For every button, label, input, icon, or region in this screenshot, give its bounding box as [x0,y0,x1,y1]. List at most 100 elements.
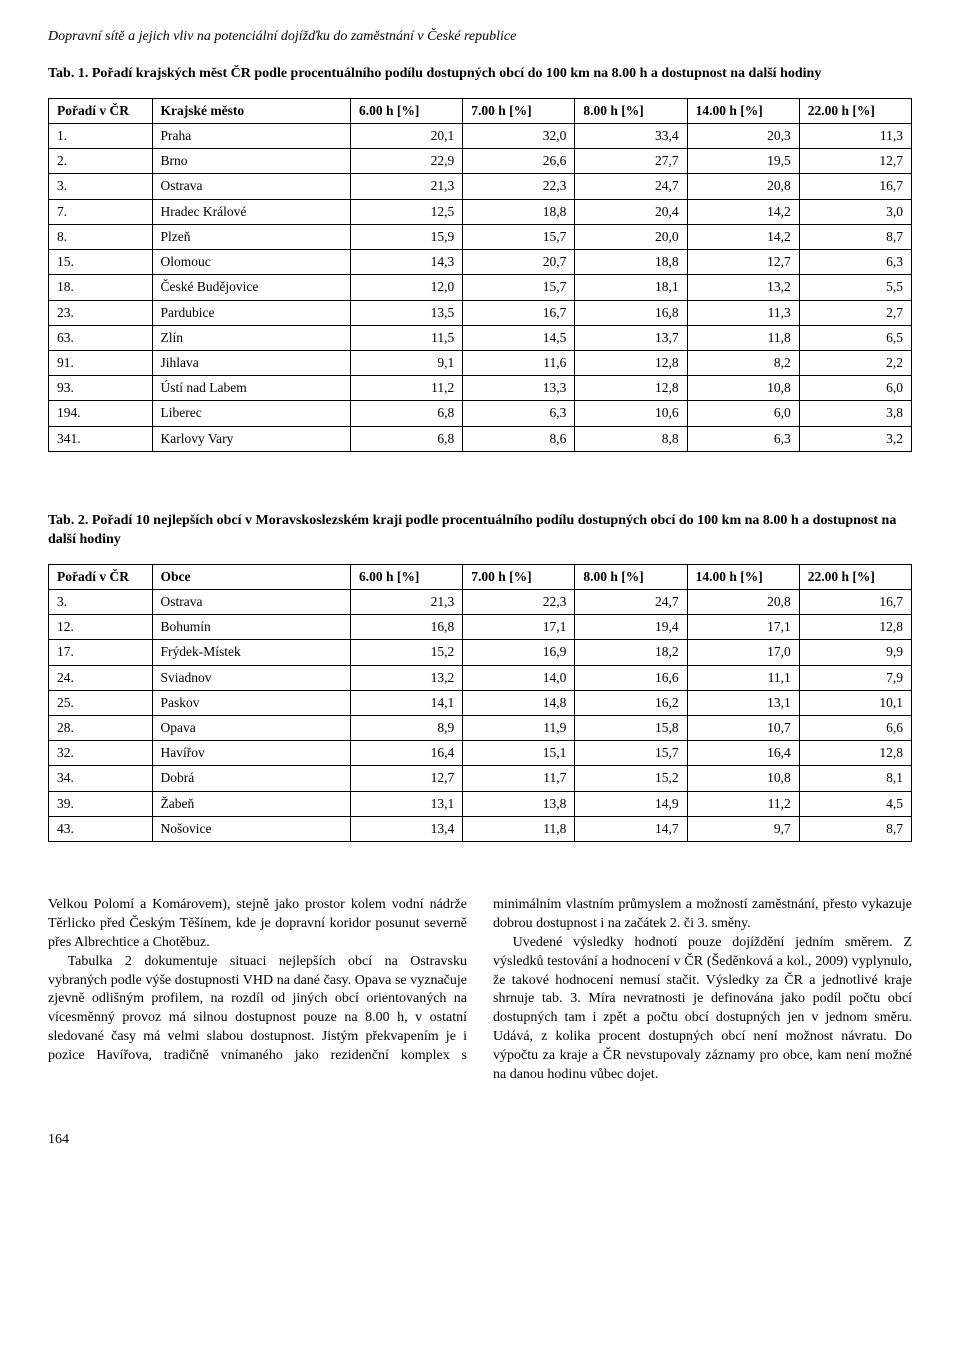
table-row: 194.Liberec6,86,310,66,03,8 [49,401,912,426]
table-cell: Olomouc [152,250,350,275]
table-cell: Bohumín [152,615,350,640]
table-cell: 2. [49,149,153,174]
table-cell: 15,7 [575,741,687,766]
table-cell: 12. [49,615,153,640]
table-cell: 63. [49,325,153,350]
table-cell: Pardubice [152,300,350,325]
table-cell: 20,3 [687,124,799,149]
table-row: 43.Nošovice13,411,814,79,78,7 [49,816,912,841]
table-cell: 15,9 [351,224,463,249]
table-cell: 20,8 [687,174,799,199]
table-cell: 15. [49,250,153,275]
table-row: 1.Praha20,132,033,420,311,3 [49,124,912,149]
table-cell: 18,8 [463,199,575,224]
table-cell: 6,6 [799,715,911,740]
table-row: 39.Žabeň13,113,814,911,24,5 [49,791,912,816]
table-row: 7.Hradec Králové12,518,820,414,23,0 [49,199,912,224]
table-row: 63.Zlín11,514,513,711,86,5 [49,325,912,350]
table-cell: 27,7 [575,149,687,174]
table-cell: 15,8 [575,715,687,740]
table-cell: 91. [49,350,153,375]
table-cell: 18. [49,275,153,300]
column-header: 7.00 h [%] [463,564,575,589]
table1: Pořadí v ČRKrajské město6.00 h [%]7.00 h… [48,98,912,452]
table-cell: 20,8 [687,589,799,614]
table-cell: 8,7 [799,224,911,249]
table-cell: 11,2 [687,791,799,816]
table-cell: Jihlava [152,350,350,375]
table-cell: Havířov [152,741,350,766]
table-cell: 8,7 [799,816,911,841]
table-row: 15.Olomouc14,320,718,812,76,3 [49,250,912,275]
table-cell: 19,4 [575,615,687,640]
table-cell: České Budějovice [152,275,350,300]
table-cell: 20,4 [575,199,687,224]
table-cell: 32. [49,741,153,766]
table-cell: 3. [49,174,153,199]
table-cell: 11,5 [351,325,463,350]
table-cell: Sviadnov [152,665,350,690]
column-header: 22.00 h [%] [799,564,911,589]
table-cell: 11,3 [687,300,799,325]
table-cell: 12,8 [799,741,911,766]
table-cell: 11,8 [687,325,799,350]
table-cell: 6,3 [463,401,575,426]
table-cell: 16,6 [575,665,687,690]
table-cell: 8. [49,224,153,249]
table-cell: 6,3 [687,426,799,451]
table-cell: 15,1 [463,741,575,766]
paragraph: Uvedené výsledky hodnotí pouze dojíždění… [493,934,912,1085]
table-cell: 19,5 [687,149,799,174]
table-cell: 22,3 [463,174,575,199]
table-cell: 6,5 [799,325,911,350]
table-cell: Liberec [152,401,350,426]
table-cell: 14,8 [463,690,575,715]
table-cell: 18,1 [575,275,687,300]
table-cell: 2,7 [799,300,911,325]
table-row: 2.Brno22,926,627,719,512,7 [49,149,912,174]
table-cell: 8,1 [799,766,911,791]
table-row: 23.Pardubice13,516,716,811,32,7 [49,300,912,325]
table-cell: Hradec Králové [152,199,350,224]
table-cell: 15,7 [463,275,575,300]
table-cell: 11,2 [351,376,463,401]
table-cell: 6,3 [799,250,911,275]
column-header: 22.00 h [%] [799,98,911,123]
table-cell: 14,1 [351,690,463,715]
table-cell: Žabeň [152,791,350,816]
table-row: 8.Plzeň15,915,720,014,28,7 [49,224,912,249]
table-cell: Nošovice [152,816,350,841]
table-cell: Plzeň [152,224,350,249]
table-cell: 11,9 [463,715,575,740]
table-cell: 9,1 [351,350,463,375]
table-cell: 13,2 [351,665,463,690]
column-header: 6.00 h [%] [351,564,463,589]
table-row: 25.Paskov14,114,816,213,110,1 [49,690,912,715]
table-cell: 16,2 [575,690,687,715]
table-cell: 32,0 [463,124,575,149]
table-cell: 12,7 [687,250,799,275]
table-cell: 11,7 [463,766,575,791]
table-cell: 15,2 [575,766,687,791]
table-cell: 13,1 [351,791,463,816]
table-row: 18.České Budějovice12,015,718,113,25,5 [49,275,912,300]
table-cell: 16,9 [463,640,575,665]
table-row: 17.Frýdek-Místek15,216,918,217,09,9 [49,640,912,665]
table-cell: 6,8 [351,401,463,426]
table-cell: 7. [49,199,153,224]
table-cell: 20,0 [575,224,687,249]
table-cell: Paskov [152,690,350,715]
table-cell: 12,8 [575,350,687,375]
table-cell: 17. [49,640,153,665]
table-cell: 22,3 [463,589,575,614]
table-cell: 14,5 [463,325,575,350]
table-cell: 18,8 [575,250,687,275]
column-header: 14.00 h [%] [687,98,799,123]
table-cell: 25. [49,690,153,715]
table-cell: 26,6 [463,149,575,174]
table-cell: 16,7 [799,174,911,199]
table-cell: 10,8 [687,766,799,791]
table-cell: 13,8 [463,791,575,816]
running-head: Dopravní sítě a jejich vliv na potenciál… [48,28,912,47]
column-header: 7.00 h [%] [463,98,575,123]
